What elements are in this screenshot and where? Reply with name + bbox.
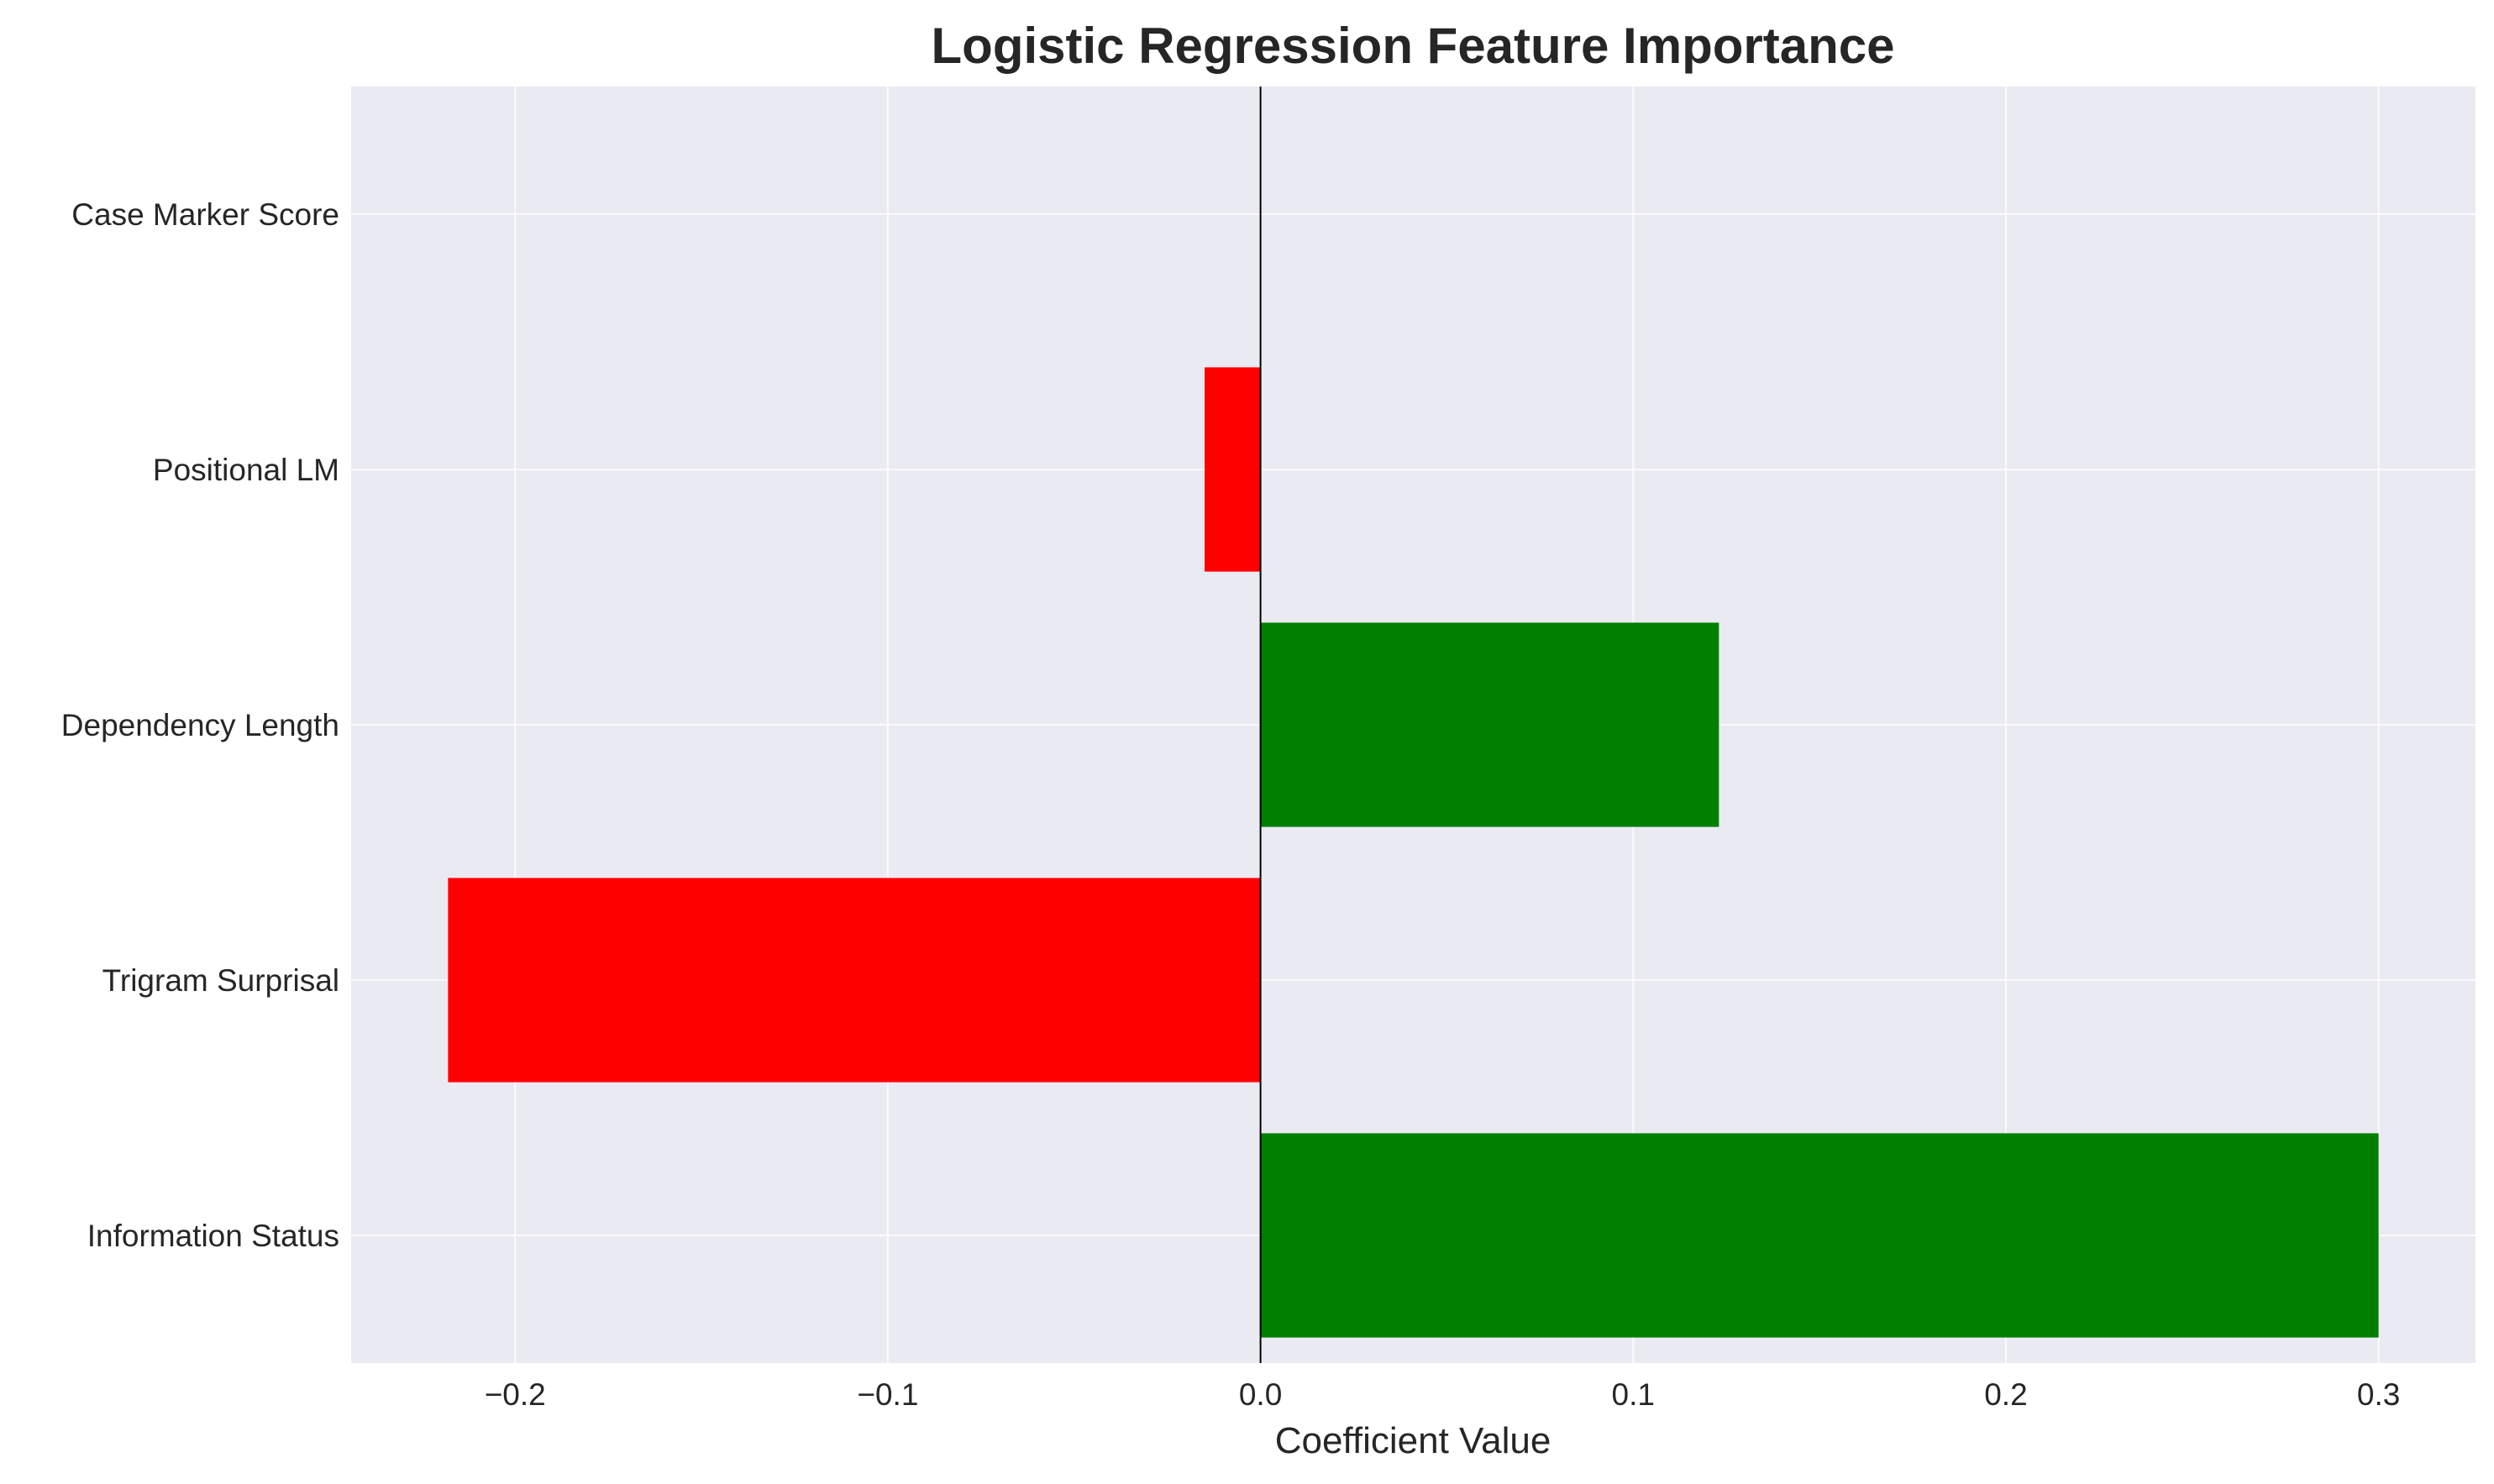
x-tick-labels: −0.2 −0.1 0.0 0.1 0.2 0.3 bbox=[485, 1377, 2401, 1412]
x-tick-label: 0.1 bbox=[1612, 1377, 1655, 1412]
y-tick-labels: Information Status Trigram Surprisal Depen… bbox=[61, 197, 339, 1253]
x-tick-label: −0.2 bbox=[485, 1377, 546, 1412]
x-tick-label: 0.0 bbox=[1239, 1377, 1282, 1412]
bar-positional-lm bbox=[1205, 367, 1261, 572]
chart-title: Logistic Regression Feature Importance bbox=[932, 18, 1895, 74]
y-tick-label: Positional LM bbox=[153, 453, 339, 487]
bar-information-status bbox=[1260, 1133, 2379, 1338]
x-tick-label: 0.2 bbox=[1984, 1377, 2027, 1412]
y-tick-label: Information Status bbox=[87, 1219, 339, 1253]
x-tick-label: 0.3 bbox=[2357, 1377, 2400, 1412]
bars bbox=[448, 367, 2379, 1338]
bar-trigram-surprisal bbox=[448, 878, 1261, 1083]
x-axis-label: Coefficient Value bbox=[1275, 1420, 1552, 1461]
x-tick-label: −0.1 bbox=[857, 1377, 918, 1412]
y-tick-label: Dependency Length bbox=[61, 708, 339, 742]
bar-dependency-length bbox=[1260, 622, 1720, 827]
y-tick-label: Trigram Surprisal bbox=[102, 963, 339, 998]
y-tick-label: Case Marker Score bbox=[71, 197, 339, 232]
